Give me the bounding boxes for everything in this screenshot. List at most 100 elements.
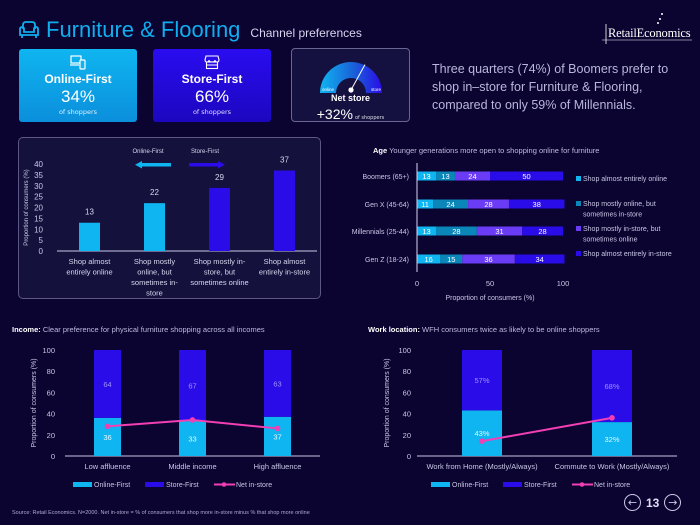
arrow-left-circle-icon[interactable]: ← [624,494,641,511]
y-tick-label: 60 [403,388,411,397]
headline-insight: Three quarters (74%) of Boomers prefer t… [432,62,669,112]
bar-segment [514,254,565,264]
kpi-value: 66% [194,87,230,106]
bar-online-first [462,410,502,456]
legend-label: Shop almost entirely online [583,176,667,183]
bar-value-label: 43% [474,429,489,438]
age-stacked-bar-chart: Age Younger generations more open to sho… [352,146,672,302]
logo-mark-icon [602,13,692,44]
bar-value-label: 36 [103,433,111,442]
y-tick-label: 0 [51,452,55,461]
bar [274,170,295,251]
x-tick-label: store [146,289,163,298]
kpi-net-store: online store Net store +32% of shoppers [291,48,410,122]
work-location-chart: Work location: WFH consumers twice as li… [368,325,677,489]
kpi-label: Store-First [181,72,243,86]
bar-segment [468,199,509,209]
bar-value-label: 67 [188,382,196,391]
arrow-right-icon [189,163,218,167]
segment-value-label: 13 [422,172,430,181]
bar-segment [435,226,477,236]
segment-value-label: 28 [538,227,546,236]
kpi-value: +32% [316,106,353,122]
y-tick-label: 100 [398,346,411,355]
bar [144,203,165,251]
y-tick-label: Gen X (45-64) [365,202,409,209]
segment-value-label: 13 [441,172,449,181]
net-in-store-point [274,425,281,432]
legend-label: Online-First [94,482,130,489]
segment-value-label: 24 [468,172,476,181]
segment-value-label: 50 [522,172,530,181]
y-tick-label: 35 [34,171,43,180]
segment-value-label: 15 [447,255,455,264]
x-tick-label: online, but [137,268,173,277]
storefront-icon [204,55,220,70]
bar-store-first [94,350,121,418]
y-tick-label: 20 [403,431,411,440]
y-tick-label: 40 [403,410,411,419]
bar-value-label: 64 [103,380,111,389]
devices-icon [70,55,86,70]
kpi-label: Online-First [44,72,112,86]
segment-value-label: 36 [484,255,492,264]
y-tick-label: 40 [47,410,55,419]
segment-value-label: 38 [533,200,541,209]
y-tick-label: 60 [47,388,55,397]
kpi-value-row: +32% of shoppers [292,104,409,123]
bar-segment [490,171,563,181]
bar-segment [522,226,563,236]
kpi-store-first: Store-First 66% of shoppers [153,49,271,122]
y-tick-label: 10 [34,225,43,234]
bar-value-label: 29 [215,173,224,182]
gauge-needle [350,64,366,91]
legend-label: Shop mostly in-store, but [583,226,660,233]
net-in-store-point [189,417,196,423]
y-tick-label: 80 [403,367,411,376]
x-tick-label: Shop almost [69,257,112,266]
bar-segment [417,226,436,236]
y-tick-label: 40 [34,160,43,169]
x-tick-label: Shop mostly [134,257,176,266]
page-number: 13 [646,495,660,510]
bar-value-label: 22 [150,188,159,197]
annotation-store-first: Store-First [191,149,219,155]
legend-swatch-store-first [503,482,522,487]
segment-value-label: 28 [484,200,492,209]
source-note: Source: Retail Economics. N=2000. Net in… [12,510,310,516]
legend-swatch-online-first [431,482,450,487]
segment-value-label: 31 [495,227,503,236]
legend-label: Store-First [166,482,199,489]
legend-label: Store-First [524,482,557,489]
bar-value-label: 68% [604,382,619,391]
kpi-value: 34% [60,87,96,106]
legend-swatch [576,201,581,206]
bar-value-label: 63 [273,379,281,388]
x-tick-label: sometimes in- [131,278,178,287]
bar-online-first [592,422,632,456]
bar-segment [462,254,515,264]
page-title: Furniture & Flooring [46,17,241,42]
net-in-store-point [104,423,111,430]
bar-segment [417,254,441,264]
x-tick-label: Middle income [168,462,216,471]
chart-title: Income: Clear preference for physical fu… [12,325,265,334]
x-tick-label: Work from Home (Mostly/Always) [426,462,538,471]
y-tick-label: 5 [39,236,44,245]
y-tick-label: 0 [407,452,411,461]
bar-store-first [462,350,502,411]
legend-label: Online-First [452,482,488,489]
legend-label: sometimes in-store [583,212,642,219]
x-tick-label: Low affluence [84,462,130,471]
y-tick-label: 80 [47,367,55,376]
x-tick-label: Shop mostly in- [194,257,246,266]
segment-value-label: 34 [535,255,543,264]
arrow-right-circle-icon[interactable]: → [664,494,682,511]
bar-segment [454,171,490,181]
x-tick-label: sometimes online [190,278,248,287]
gauge-left-label: online [322,87,335,92]
legend-label: Shop almost entirely in-store [583,251,672,258]
legend-label: sometimes online [583,237,638,244]
legend-swatch-store-first [145,482,164,487]
bar-value-label: 13 [85,208,94,217]
